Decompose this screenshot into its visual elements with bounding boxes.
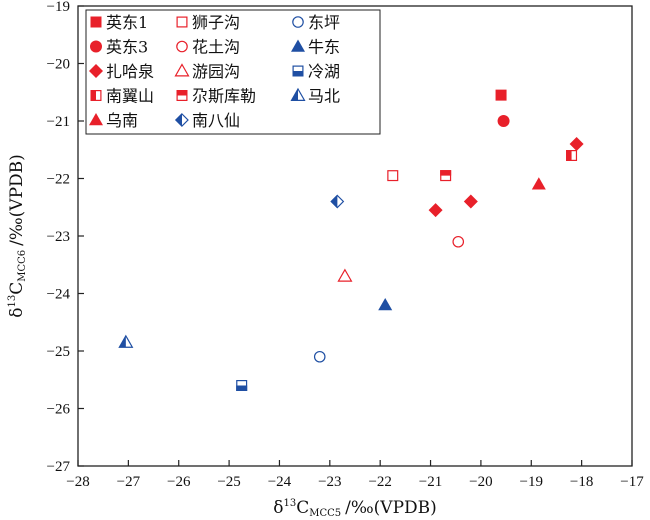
x-tick-label: −17 [620, 474, 644, 490]
legend-label: 马北 [308, 87, 340, 106]
legend-marker [90, 40, 102, 53]
data-point [569, 137, 584, 151]
data-point [378, 298, 393, 311]
y-tick-label: −19 [47, 0, 70, 15]
axis-ticks: −28 −27 −26 −25 −24 −23 −22 −21 −20 −19 −18 −17−19−… [47, 0, 645, 490]
legend-marker [175, 113, 189, 127]
data-point [313, 350, 326, 363]
data-point [118, 334, 134, 348]
x-axis-label: δ13CMCC5 /‰(VPDB) [273, 498, 437, 519]
data-point [440, 170, 452, 182]
legend-marker [174, 63, 190, 77]
legend-label: 东坪 [308, 13, 340, 32]
data-point [566, 150, 578, 162]
legend-label: 扎哈泉 [106, 62, 154, 81]
legend-box [85, 9, 381, 135]
legend-marker [176, 89, 188, 101]
legend-marker [90, 89, 102, 101]
data-point [497, 115, 510, 127]
legend-label: 花土沟 [192, 38, 240, 57]
x-tick-label: −19 [520, 474, 543, 490]
y-axis-label: δ13CMCC6 /‰(VPDB) [7, 154, 28, 318]
legend-label: 冷湖 [308, 62, 340, 81]
x-axis-label-c: C [296, 498, 309, 518]
data-point [428, 203, 443, 218]
data-point [463, 194, 478, 209]
legend-marker [176, 16, 188, 28]
x-tick-label: −28 [66, 474, 89, 490]
legend-label: 尕斯库勒 [192, 87, 256, 106]
x-tick-label: −25 [217, 474, 240, 490]
x-tick-label: −26 [167, 474, 191, 490]
y-axis-label-c: C [7, 282, 27, 295]
x-axis-label-sup: 13 [283, 498, 296, 509]
x-tick-label: −27 [117, 474, 141, 490]
legend-label: 南八仙 [192, 111, 240, 130]
y-tick-label: −26 [47, 402, 71, 418]
legend-marker [176, 40, 188, 53]
legend-marker [89, 64, 103, 78]
y-axis-label-sub: MCC6 [17, 250, 28, 282]
data-point [337, 268, 353, 282]
x-tick-label: −18 [570, 474, 593, 490]
data-point [452, 235, 465, 248]
legend-label: 英东1 [106, 13, 148, 32]
legend-marker [89, 113, 103, 126]
legend-label: 狮子沟 [192, 13, 240, 32]
legend-label: 英东3 [106, 38, 148, 57]
x-tick-label: −22 [368, 474, 391, 490]
data-points [118, 89, 584, 392]
legend-label: 南翼山 [106, 87, 154, 106]
y-tick-label: −23 [47, 229, 70, 245]
legend-marker [291, 39, 305, 52]
x-axis-label-unit: /‰(VPDB) [345, 498, 437, 518]
legend-label: 牛东 [308, 38, 340, 57]
x-tick-label: −21 [419, 474, 442, 490]
legend-marker [290, 87, 306, 101]
legend-marker [292, 16, 304, 28]
y-tick-label: −25 [47, 344, 70, 360]
data-point [330, 194, 345, 209]
x-axis-label-delta: δ [273, 498, 283, 518]
x-tick-label: −23 [318, 474, 341, 490]
y-axis-label-sup: 13 [7, 295, 18, 308]
y-axis-label-unit: /‰(VPDB) [7, 154, 27, 246]
legend-marker [292, 65, 304, 77]
data-point [495, 89, 507, 101]
data-point [531, 177, 546, 190]
legend-marker [90, 16, 102, 28]
y-tick-label: −27 [47, 459, 71, 475]
x-axis-label-sub: MCC5 [309, 508, 341, 519]
legend-label: 乌南 [106, 111, 138, 130]
y-tick-label: −24 [47, 287, 71, 303]
legend-label: 游园沟 [192, 62, 240, 81]
x-tick-label: −20 [469, 474, 492, 490]
y-tick-label: −20 [47, 57, 70, 73]
y-tick-label: −22 [47, 172, 70, 188]
y-tick-label: −21 [47, 114, 70, 130]
x-tick-label: −24 [268, 474, 292, 490]
y-axis-label-delta: δ [7, 308, 27, 318]
data-point [387, 170, 399, 182]
data-point [236, 380, 248, 392]
